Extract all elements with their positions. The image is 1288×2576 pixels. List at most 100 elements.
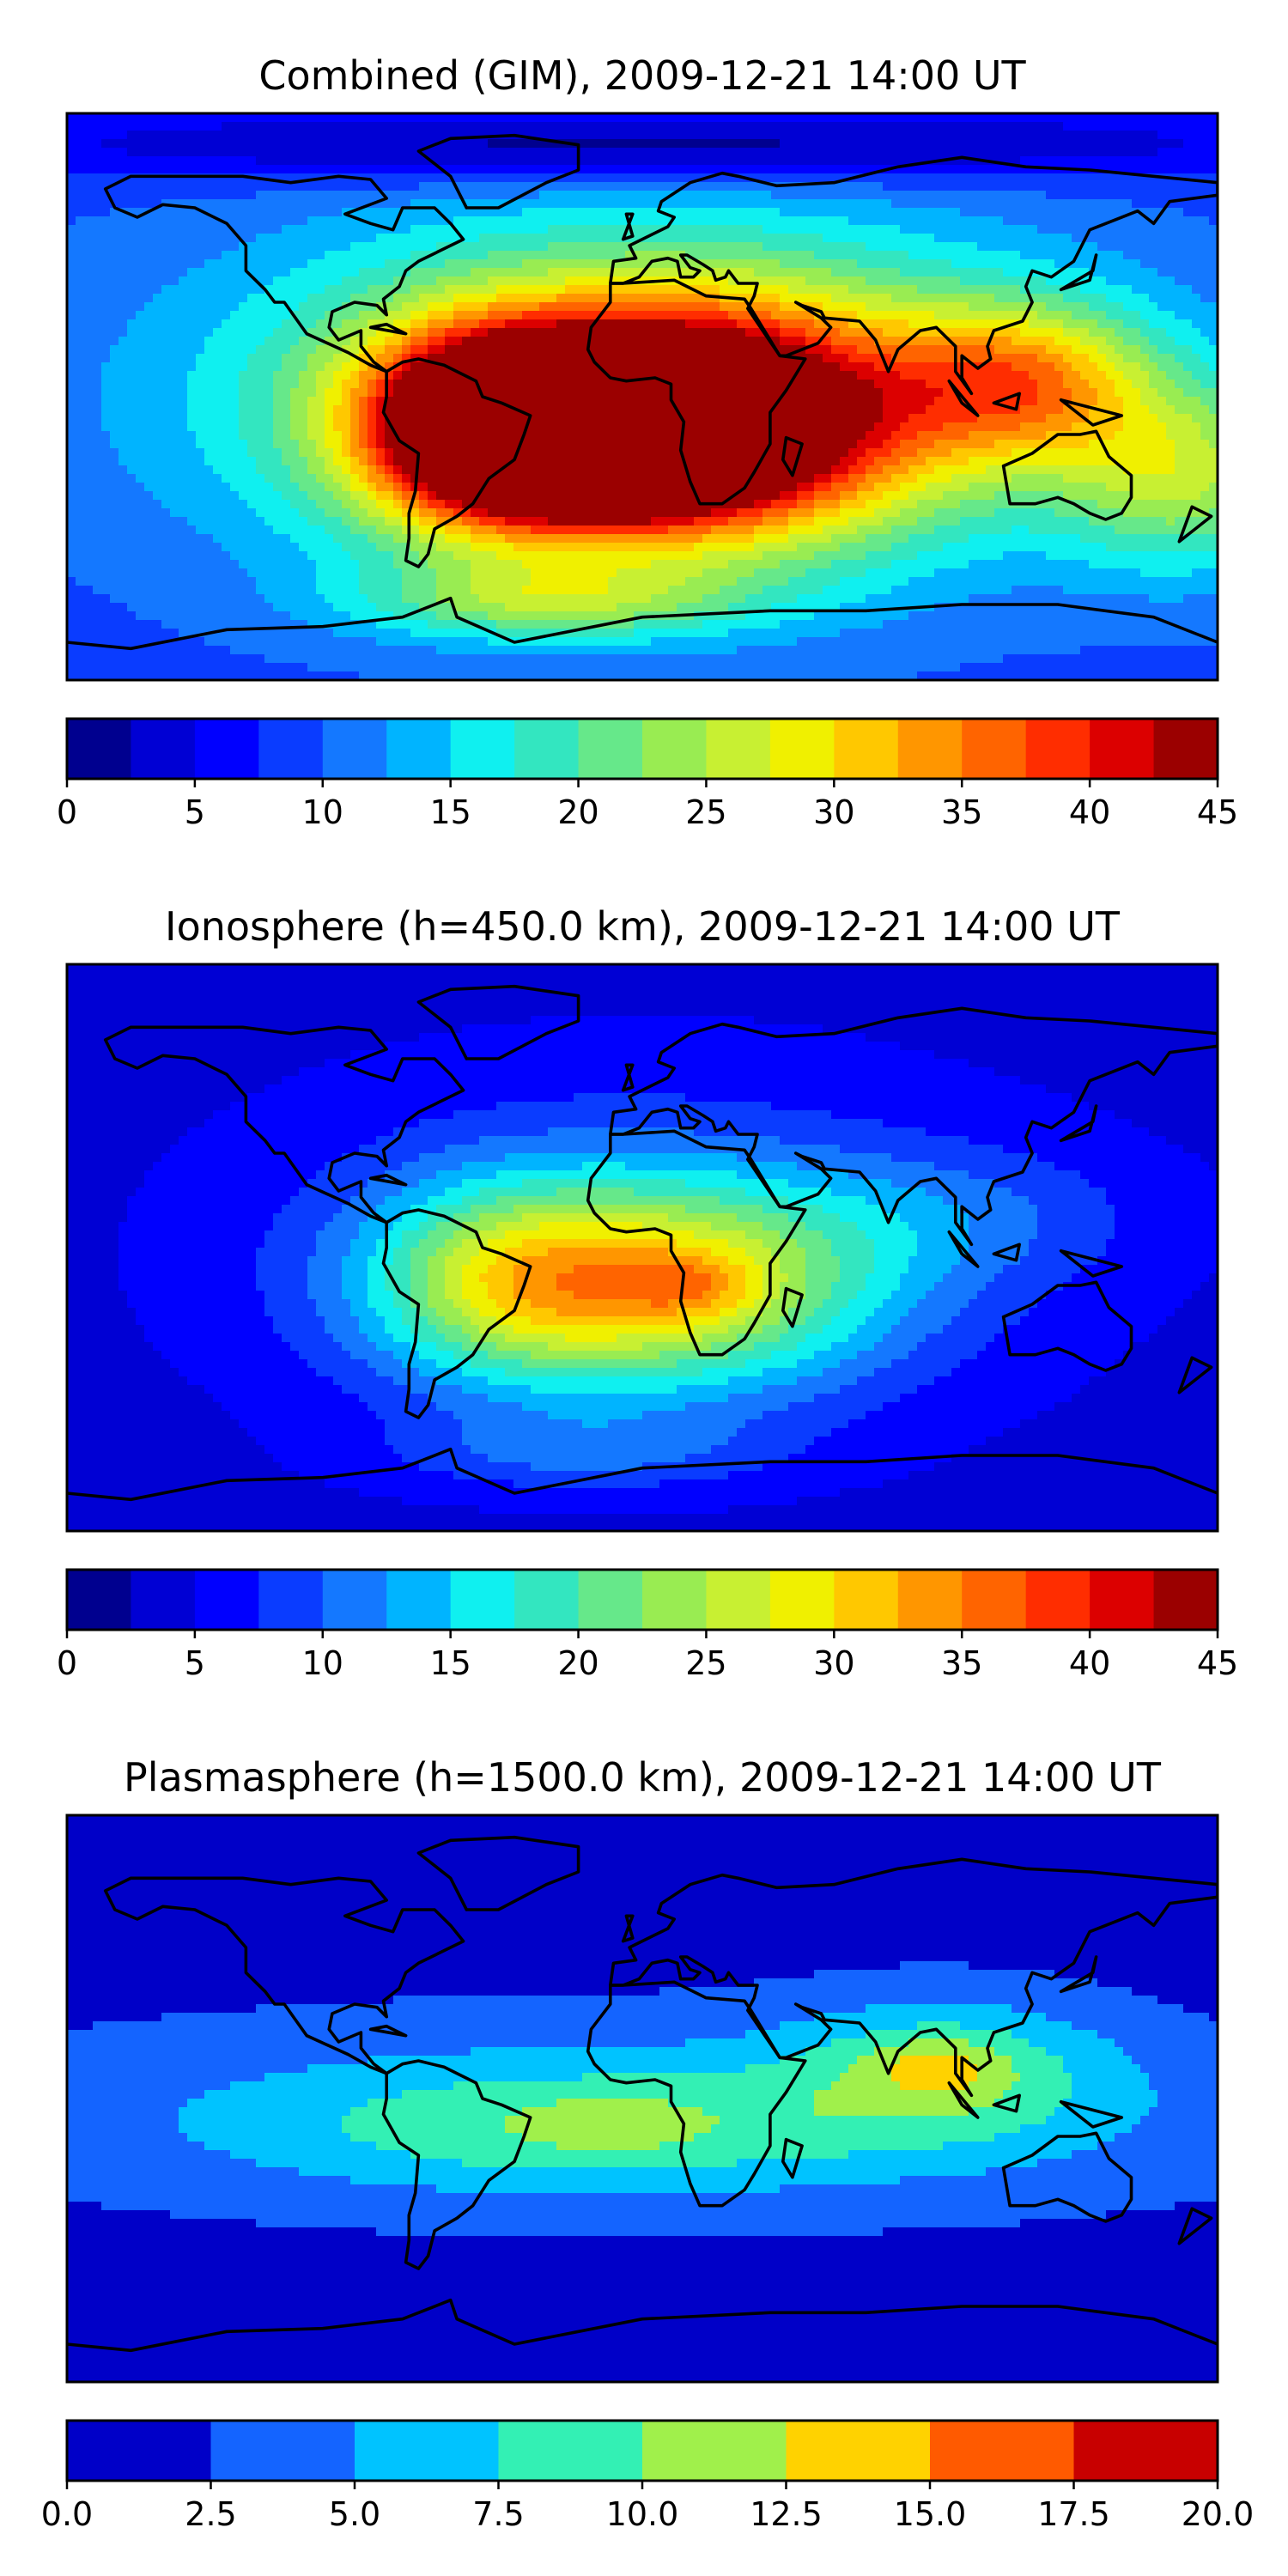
field-cell — [565, 148, 574, 157]
field-cell — [1037, 225, 1047, 234]
field-cell — [273, 216, 283, 226]
field-cell — [728, 337, 738, 346]
field-cell — [960, 414, 969, 423]
field-cell — [488, 388, 497, 398]
field-cell — [342, 259, 351, 269]
field-cell — [230, 182, 240, 191]
field-cell — [256, 148, 265, 157]
field-cell — [608, 311, 617, 320]
field-cell — [685, 302, 695, 312]
field-cell — [814, 405, 823, 415]
field-cell — [891, 276, 901, 286]
field-cell — [977, 251, 987, 260]
field-cell — [1054, 414, 1064, 423]
field-cell — [874, 397, 884, 406]
field-cell — [754, 397, 763, 406]
field-cell — [213, 354, 222, 363]
field-cell — [1166, 199, 1176, 209]
field-cell — [780, 199, 789, 209]
field-cell — [419, 242, 428, 252]
field-cell — [900, 191, 909, 200]
field-cell — [230, 354, 240, 363]
field-cell — [196, 131, 205, 140]
field-cell — [273, 208, 283, 217]
field-cell — [951, 148, 961, 157]
field-cell — [350, 156, 360, 166]
field-cell — [144, 397, 154, 406]
field-cell — [900, 414, 909, 423]
field-cell — [436, 216, 446, 226]
field-cell — [762, 276, 772, 286]
field-cell — [582, 251, 592, 260]
field-cell — [445, 251, 454, 260]
field-cell — [685, 122, 695, 131]
field-cell — [410, 242, 420, 252]
field-cell — [84, 173, 94, 183]
field-cell — [273, 242, 283, 252]
field-cell — [350, 431, 360, 440]
field-cell — [376, 173, 386, 183]
field-cell — [402, 302, 411, 312]
field-cell — [934, 113, 944, 123]
field-cell — [505, 285, 514, 295]
field-cell — [76, 345, 85, 355]
field-cell — [110, 397, 119, 406]
field-cell — [797, 397, 806, 406]
field-cell — [290, 242, 300, 252]
field-cell — [1046, 139, 1055, 149]
field-cell — [745, 422, 755, 432]
field-cell — [1140, 319, 1150, 329]
field-cell — [1192, 311, 1201, 320]
field-cell — [153, 251, 162, 260]
field-cell — [857, 362, 866, 372]
field-cell — [574, 337, 583, 346]
field-cell — [144, 131, 154, 140]
field-cell — [651, 302, 660, 312]
field-cell — [857, 251, 866, 260]
field-cell — [926, 405, 935, 415]
field-cell — [745, 234, 755, 243]
field-cell — [273, 294, 283, 303]
field-cell — [161, 397, 171, 406]
field-cell — [247, 371, 257, 380]
field-cell — [1149, 397, 1158, 406]
field-cell — [410, 268, 420, 277]
field-cell — [196, 371, 205, 380]
field-cell — [264, 431, 274, 440]
field-cell — [118, 139, 128, 149]
field-cell — [333, 122, 343, 131]
field-cell — [702, 131, 712, 140]
field-cell — [565, 122, 574, 131]
field-cell — [857, 302, 866, 312]
field-cell — [239, 182, 248, 191]
field-cell — [943, 182, 952, 191]
field-cell — [634, 148, 643, 157]
field-cell — [153, 414, 162, 423]
field-cell — [402, 139, 411, 149]
field-cell — [376, 302, 386, 312]
field-cell — [136, 414, 145, 423]
field-cell — [1097, 182, 1107, 191]
field-cell — [1037, 285, 1047, 295]
field-cell — [866, 405, 875, 415]
field-cell — [462, 354, 471, 363]
field-cell — [840, 208, 849, 217]
field-cell — [883, 191, 892, 200]
field-cell — [1157, 276, 1167, 286]
field-cell — [196, 182, 205, 191]
field-cell — [565, 294, 574, 303]
field-cell — [891, 354, 901, 363]
field-cell — [737, 302, 746, 312]
field-cell — [531, 148, 540, 157]
field-cell — [1166, 234, 1176, 243]
field-cell — [136, 431, 145, 440]
field-cell — [273, 431, 283, 440]
field-cell — [668, 208, 677, 217]
field-cell — [479, 268, 489, 277]
field-cell — [1003, 139, 1012, 149]
field-cell — [453, 354, 463, 363]
field-cell — [350, 319, 360, 329]
field-cell — [908, 328, 918, 337]
field-cell — [677, 354, 686, 363]
field-cell — [127, 242, 137, 252]
